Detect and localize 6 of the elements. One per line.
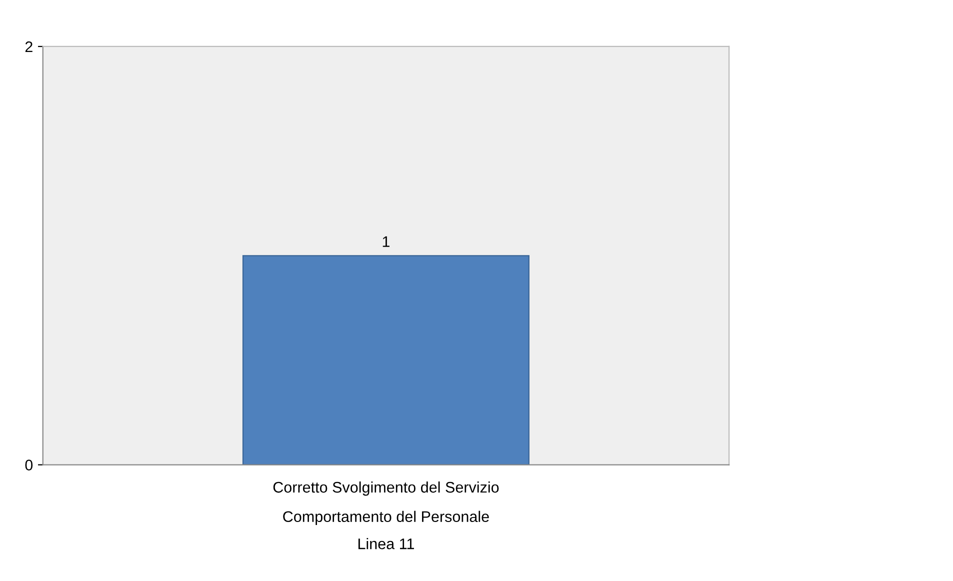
- text: Comportamento del Personale: [283, 510, 489, 526]
- data-label: 1: [382, 236, 390, 247]
- y-tick-label: 0: [25, 460, 33, 470]
- text: Linea 11: [358, 538, 414, 550]
- y-tick-label: 2: [25, 41, 32, 52]
- x-tick-label: Corretto Svolgimento del Servizio: [273, 481, 499, 496]
